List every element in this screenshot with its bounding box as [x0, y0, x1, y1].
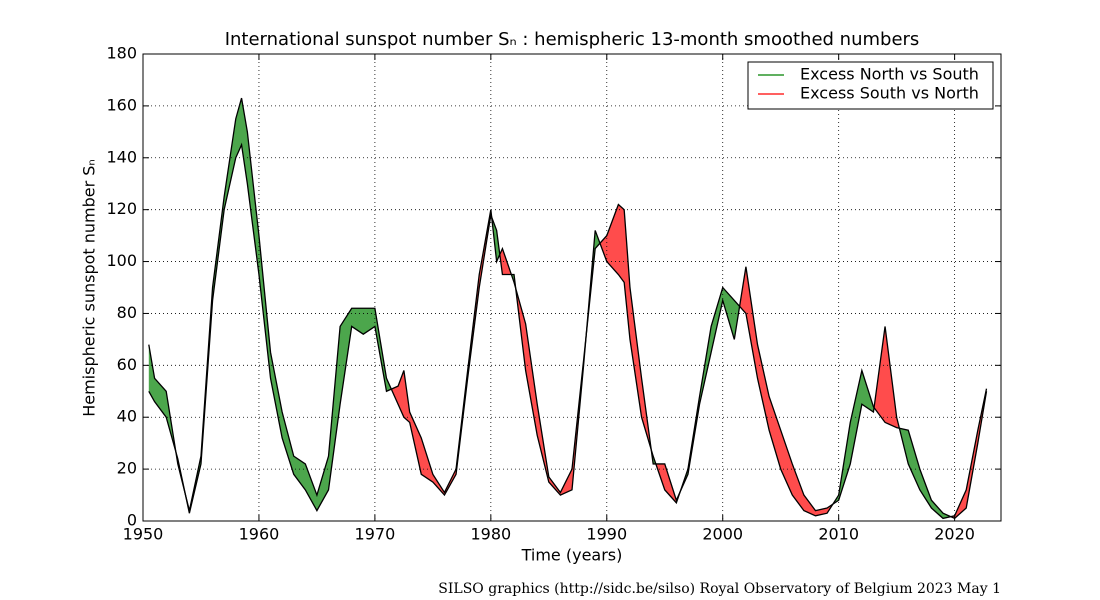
y-tick-label: 100	[106, 251, 137, 270]
legend-label: Excess South vs North	[800, 84, 979, 103]
y-tick-label: 120	[106, 199, 137, 218]
x-tick-label: 1950	[123, 525, 164, 544]
x-tick-label: 1990	[586, 525, 627, 544]
y-tick-label: 20	[117, 459, 137, 478]
y-tick-label: 160	[106, 95, 137, 114]
y-axis-label: Hemispheric sunspot number Sₙ	[80, 159, 99, 417]
hemisphere-line	[148, 97, 988, 520]
plot-frame	[142, 53, 1002, 522]
x-axis-label: Time (years)	[521, 546, 623, 565]
x-tick-label: 2010	[818, 525, 859, 544]
chart-title: International sunspot number Sₙ : hemisp…	[225, 29, 920, 50]
x-tick-label: 1970	[355, 525, 396, 544]
x-tick-label: 1980	[470, 525, 511, 544]
x-tick-label: 1960	[239, 525, 280, 544]
y-tick-label: 40	[117, 407, 137, 426]
x-tick-label: 2020	[934, 525, 975, 544]
legend-box	[747, 61, 994, 110]
x-tick-label: 2000	[702, 525, 743, 544]
legend-label: Excess North vs South	[800, 65, 979, 84]
y-tick-label: 80	[117, 303, 137, 322]
footer: SILSO graphics (http://sidc.be/silso) Ro…	[438, 581, 1001, 597]
hemisphere-line	[148, 142, 988, 520]
y-tick-label: 0	[127, 511, 137, 530]
y-tick-label: 180	[106, 44, 137, 63]
y-tick-label: 60	[117, 355, 137, 374]
excess-area	[148, 144, 987, 519]
excess-area	[148, 98, 987, 519]
y-tick-label: 140	[106, 147, 137, 166]
